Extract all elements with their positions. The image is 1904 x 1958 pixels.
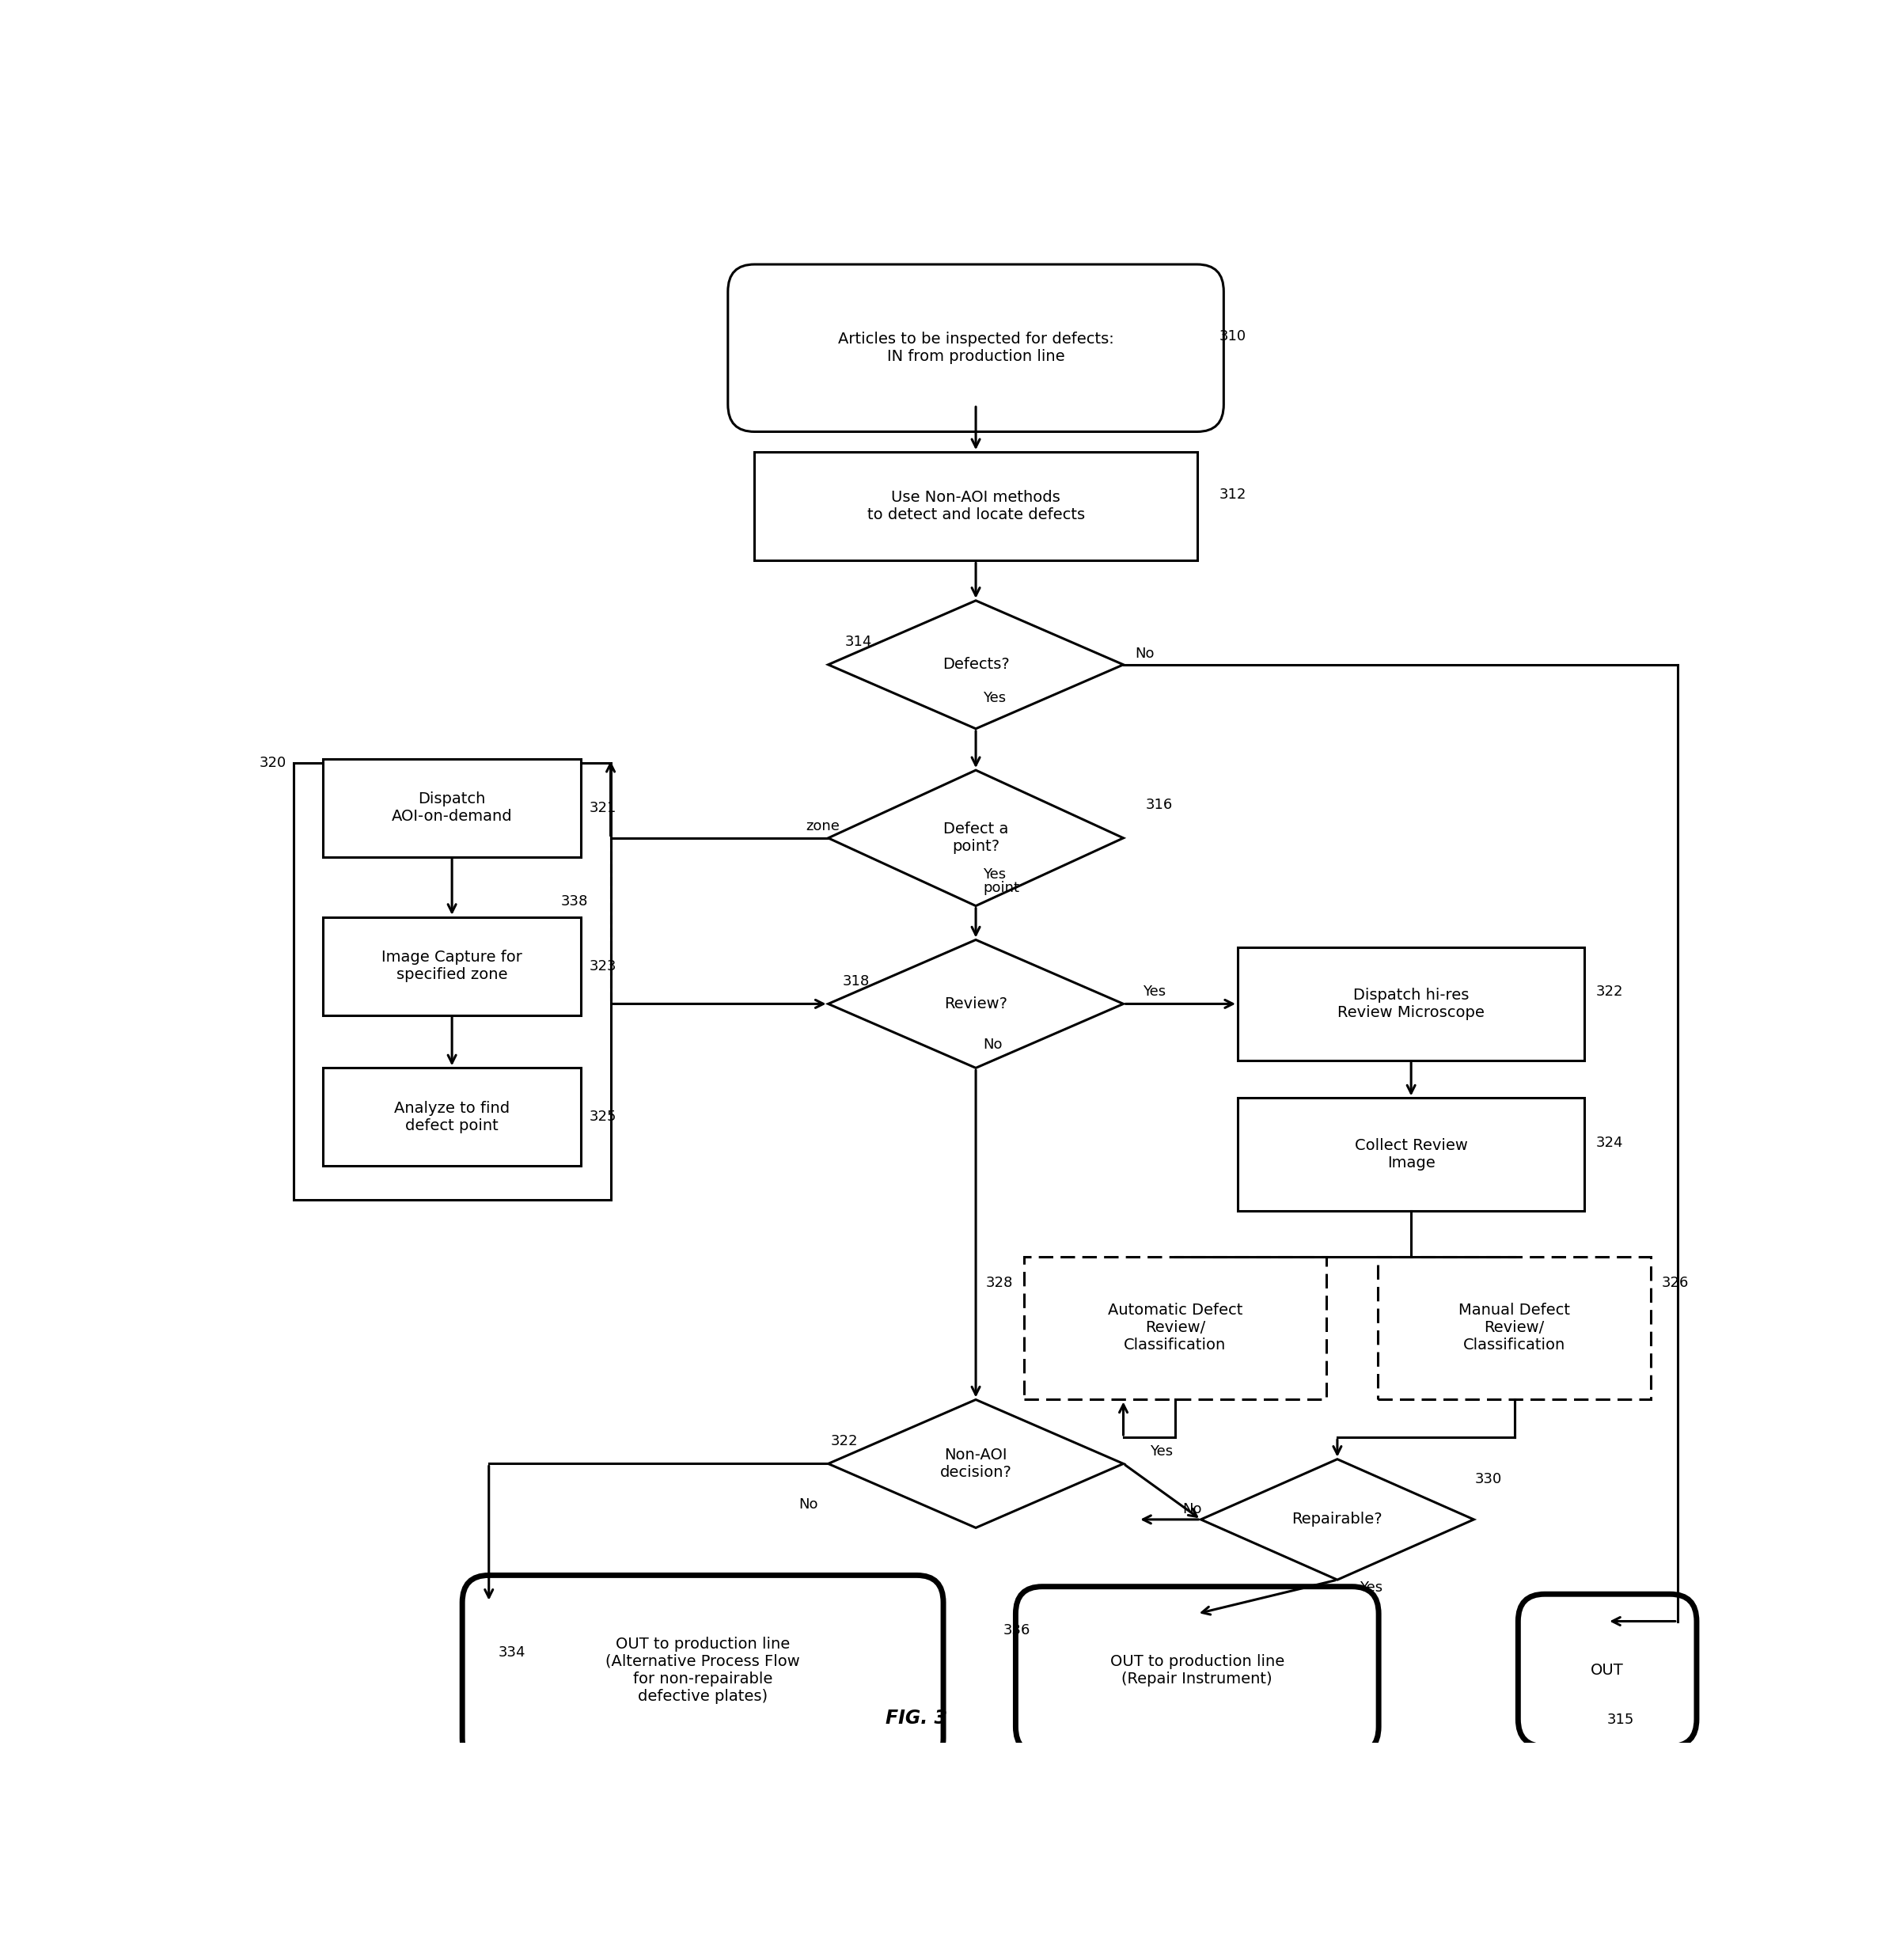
Text: 320: 320 bbox=[259, 756, 288, 769]
Text: No: No bbox=[982, 1038, 1003, 1051]
Bar bbox=[324, 760, 581, 858]
Text: 330: 330 bbox=[1474, 1472, 1502, 1486]
Text: Dispatch
AOI-on-demand: Dispatch AOI-on-demand bbox=[392, 791, 512, 824]
Polygon shape bbox=[828, 940, 1123, 1067]
Polygon shape bbox=[828, 1400, 1123, 1527]
Text: Defect a
point?: Defect a point? bbox=[942, 822, 1009, 854]
Text: OUT: OUT bbox=[1592, 1662, 1624, 1678]
Bar bbox=[1238, 1098, 1584, 1212]
Text: 323: 323 bbox=[588, 959, 617, 973]
Text: Non-AOI
decision?: Non-AOI decision? bbox=[941, 1447, 1011, 1480]
Polygon shape bbox=[828, 769, 1123, 907]
Text: Yes: Yes bbox=[982, 691, 1005, 705]
FancyBboxPatch shape bbox=[727, 264, 1224, 431]
Text: zone: zone bbox=[805, 818, 840, 832]
Text: Manual Defect
Review/
Classification: Manual Defect Review/ Classification bbox=[1458, 1304, 1571, 1353]
Bar bbox=[1238, 948, 1584, 1061]
Bar bbox=[1378, 1257, 1651, 1400]
Text: Dispatch hi-res
Review Microscope: Dispatch hi-res Review Microscope bbox=[1337, 987, 1485, 1020]
Polygon shape bbox=[1201, 1459, 1474, 1580]
Text: Image Capture for
specified zone: Image Capture for specified zone bbox=[381, 950, 522, 983]
Polygon shape bbox=[828, 601, 1123, 728]
Text: 322: 322 bbox=[830, 1433, 857, 1449]
FancyBboxPatch shape bbox=[463, 1576, 942, 1766]
Text: 316: 316 bbox=[1146, 797, 1173, 813]
FancyBboxPatch shape bbox=[1015, 1586, 1378, 1754]
Text: Repairable?: Repairable? bbox=[1293, 1512, 1382, 1527]
Text: 322: 322 bbox=[1596, 985, 1622, 999]
Text: Review?: Review? bbox=[944, 997, 1007, 1012]
Text: 334: 334 bbox=[499, 1645, 526, 1658]
Text: Articles to be inspected for defects:
IN from production line: Articles to be inspected for defects: IN… bbox=[838, 331, 1114, 364]
Text: 318: 318 bbox=[842, 975, 870, 989]
Text: Yes: Yes bbox=[982, 867, 1005, 881]
Text: FIG. 3: FIG. 3 bbox=[885, 1709, 948, 1727]
Text: Use Non-AOI methods
to detect and locate defects: Use Non-AOI methods to detect and locate… bbox=[866, 490, 1085, 523]
Bar bbox=[324, 916, 581, 1014]
Text: 325: 325 bbox=[588, 1110, 617, 1124]
Text: Yes: Yes bbox=[1359, 1580, 1382, 1594]
Text: Yes: Yes bbox=[1142, 985, 1165, 999]
Text: OUT to production line
(Repair Instrument): OUT to production line (Repair Instrumen… bbox=[1110, 1655, 1285, 1686]
Text: 326: 326 bbox=[1662, 1277, 1689, 1290]
Bar bbox=[324, 1067, 581, 1165]
Bar bbox=[293, 764, 611, 1200]
Text: 315: 315 bbox=[1607, 1713, 1634, 1727]
Bar bbox=[1024, 1257, 1327, 1400]
Text: 336: 336 bbox=[1003, 1623, 1030, 1637]
Text: No: No bbox=[1182, 1502, 1201, 1515]
Text: 328: 328 bbox=[986, 1277, 1013, 1290]
Text: No: No bbox=[800, 1498, 819, 1512]
Text: 312: 312 bbox=[1219, 488, 1247, 501]
FancyBboxPatch shape bbox=[1517, 1594, 1696, 1747]
Text: No: No bbox=[1135, 646, 1154, 662]
Text: 314: 314 bbox=[845, 634, 872, 650]
Text: 310: 310 bbox=[1219, 329, 1247, 343]
Text: 321: 321 bbox=[588, 801, 617, 815]
Text: Analyze to find
defect point: Analyze to find defect point bbox=[394, 1100, 510, 1134]
Text: OUT to production line
(Alternative Process Flow
for non-repairable
defective pl: OUT to production line (Alternative Proc… bbox=[605, 1637, 800, 1703]
Text: Collect Review
Image: Collect Review Image bbox=[1354, 1138, 1468, 1171]
Text: Defects?: Defects? bbox=[942, 658, 1009, 672]
Text: point: point bbox=[982, 881, 1019, 895]
Text: Yes: Yes bbox=[1150, 1445, 1173, 1459]
Text: 324: 324 bbox=[1596, 1136, 1622, 1149]
Text: Automatic Defect
Review/
Classification: Automatic Defect Review/ Classification bbox=[1108, 1304, 1243, 1353]
Bar bbox=[754, 452, 1198, 560]
Text: 338: 338 bbox=[560, 895, 588, 909]
